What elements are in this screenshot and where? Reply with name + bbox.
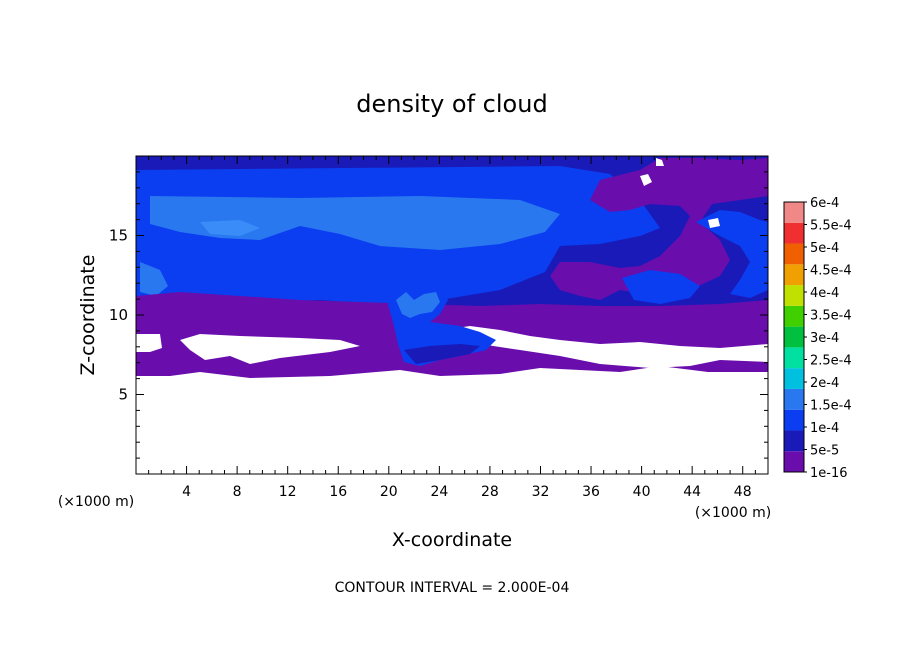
contour-level-1e-16-upper-right — [550, 158, 768, 300]
colorbar-swatch — [784, 451, 804, 472]
colorbar-label: 5e-4 — [810, 241, 839, 256]
contour-level-1e-4-upper-right — [696, 210, 768, 298]
colorbar-label: 2.5e-4 — [810, 354, 852, 369]
colorbar-label: 4.5e-4 — [810, 264, 852, 279]
x-tick-label: 20 — [380, 484, 398, 500]
contour-level-1.5e-4-plume — [396, 292, 440, 318]
y-axis: 5 10 15 — [109, 171, 768, 459]
y-axis-label: Z-coordinate — [77, 255, 99, 376]
colorbar-label: 2e-4 — [810, 376, 839, 391]
colorbar-swatch — [784, 202, 804, 223]
x-tick-label: 12 — [279, 484, 297, 500]
colorbar-label: 3.5e-4 — [810, 309, 852, 324]
contour-level-1.5e-4-inner — [200, 220, 260, 236]
colorbar-label: 3e-4 — [810, 331, 839, 346]
plot-area — [136, 156, 768, 474]
contour-level-1.5e-4-eddy-left — [140, 262, 168, 296]
colorbar-swatch — [784, 243, 804, 265]
y-tick-label: 5 — [118, 386, 128, 404]
y-tick-label: 15 — [109, 227, 128, 245]
colorbar: 1e-16 5e-5 1e-4 1.5e-4 2e-4 2.5e-4 3e-4 3.5e-4 4… — [783, 196, 852, 481]
contour-gap-top-speckle-1 — [640, 174, 652, 186]
x-tick-label: 36 — [582, 484, 600, 500]
colorbar-swatch — [784, 388, 804, 410]
colorbar-swatch — [784, 326, 804, 348]
x-tick-label: 40 — [633, 484, 651, 500]
colorbar-swatch — [784, 285, 804, 306]
colorbar-swatch — [784, 305, 804, 327]
colorbar-label: 5e-5 — [810, 444, 839, 459]
contour-level-1.5e-4-main — [150, 196, 560, 250]
contour-gap-center-right — [430, 326, 768, 368]
colorbar-swatch — [784, 222, 804, 244]
colorbar-swatch — [784, 430, 804, 452]
contour-interval-note: CONTOUR INTERVAL = 2.000E-04 — [335, 580, 570, 596]
x-tick-label: 44 — [683, 484, 701, 500]
contour-gap-center-left — [180, 334, 360, 364]
x-tick-label: 28 — [481, 484, 499, 500]
x-tick-label: 32 — [532, 484, 550, 500]
x-tick-label: 16 — [329, 484, 347, 500]
x-tick-label: 48 — [734, 484, 752, 500]
colorbar-label: 1.5e-4 — [810, 399, 852, 414]
x-tick-label: 24 — [430, 484, 448, 500]
contour-level-1e-16-mid-wisp — [136, 292, 768, 334]
colorbar-label: 4e-4 — [810, 286, 839, 301]
x-axis-label: X-coordinate — [392, 529, 512, 551]
x-unit-label-right: (×1000 m) — [695, 505, 771, 521]
colorbar-label: 1e-4 — [810, 421, 839, 436]
chart-title: density of cloud — [356, 90, 547, 118]
x-tick-label: 8 — [233, 484, 242, 500]
colorbar-swatch — [784, 347, 804, 369]
x-tick-label: 4 — [182, 484, 191, 500]
colorbar-label: 5.5e-4 — [810, 219, 852, 234]
colorbar-swatch — [784, 264, 804, 286]
colorbar-label: 1e-16 — [810, 466, 848, 481]
contour-gap-top-speckle-2 — [656, 158, 664, 166]
colorbar-swatch — [784, 368, 804, 389]
contour-gap-left — [136, 334, 162, 352]
contour-gap-top-speckle-3 — [708, 218, 720, 228]
contour-level-1e-4-right-eddy — [622, 270, 700, 304]
contour-level-5e-5-plume-base — [404, 344, 480, 364]
x-unit-label-left: (×1000 m) — [58, 494, 134, 510]
y-tick-label: 10 — [109, 306, 128, 324]
x-axis: 4 8 12 16 20 24 28 32 36 40 44 48 — [148, 156, 756, 500]
colorbar-label: 6e-4 — [810, 196, 839, 211]
colorbar-swatch — [784, 409, 804, 431]
